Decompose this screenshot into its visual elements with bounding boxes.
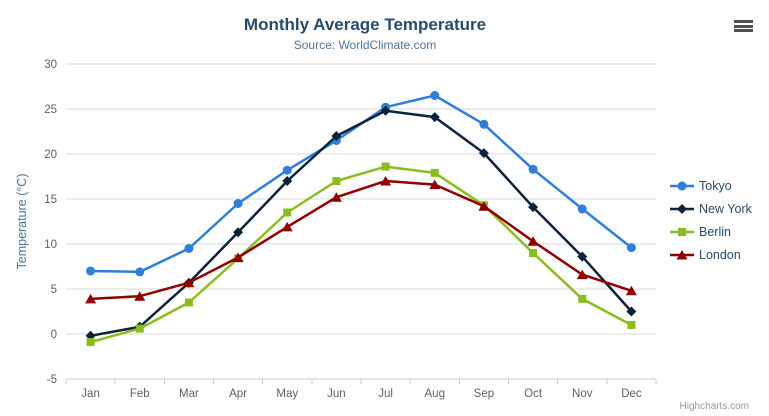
x-axis-tick-label: Feb	[130, 388, 150, 400]
data-point[interactable]	[626, 243, 636, 253]
data-point[interactable]	[184, 298, 193, 307]
x-axis-tick-label: Sep	[474, 388, 494, 400]
data-point[interactable]	[528, 202, 539, 213]
data-point[interactable]	[429, 179, 441, 190]
data-point[interactable]	[233, 199, 243, 208]
series-line	[89, 94, 633, 274]
data-point[interactable]	[429, 112, 440, 123]
data-point[interactable]	[380, 105, 391, 116]
data-point[interactable]	[331, 131, 342, 141]
data-point[interactable]	[576, 269, 588, 280]
y-axis-tick-label: 15	[44, 194, 57, 206]
x-axis-tick-label: May	[276, 388, 298, 400]
x-axis-tick-label: Jan	[81, 388, 100, 400]
x-axis-tick-label: Apr	[229, 388, 247, 400]
x-axis: Jan Feb Mar Apr May Jun Jul Aug Sep Oct Nov Dec	[65, 378, 657, 400]
hamburger-icon	[734, 20, 754, 32]
data-point[interactable]	[184, 244, 194, 253]
data-point[interactable]	[380, 176, 392, 186]
data-point[interactable]	[85, 293, 97, 304]
data-point[interactable]	[282, 176, 293, 186]
legend-item-tokyo[interactable]: Tokyo	[670, 176, 752, 195]
data-point[interactable]	[332, 177, 341, 185]
data-point[interactable]	[625, 285, 637, 296]
x-axis-tick-label: Dec	[621, 388, 642, 400]
data-point[interactable]	[330, 192, 342, 202]
data-point[interactable]	[134, 291, 146, 301]
data-point[interactable]	[529, 249, 538, 257]
x-axis-tick-label: Nov	[572, 388, 593, 400]
x-axis-tick-label: Oct	[524, 388, 543, 400]
legend-label: Berlin	[699, 224, 731, 239]
data-point[interactable]	[232, 252, 244, 263]
data-point[interactable]	[282, 165, 292, 175]
data-point[interactable]	[233, 227, 244, 238]
data-point[interactable]	[577, 251, 588, 262]
y-axis-tick-label: 25	[44, 104, 57, 116]
legend-label: New York	[699, 201, 752, 216]
x-axis-tick-label: Jul	[378, 388, 393, 400]
data-point[interactable]	[183, 277, 195, 288]
export-menu-button[interactable]	[734, 20, 754, 36]
data-point[interactable]	[135, 324, 144, 333]
chart-subtitle: Source: WorldClimate.com	[293, 38, 437, 52]
data-point[interactable]	[86, 266, 96, 276]
legend-label: London	[699, 247, 741, 262]
series-london[interactable]	[85, 176, 637, 304]
x-axis-tick-label: Mar	[179, 388, 199, 400]
data-point[interactable]	[478, 201, 490, 211]
chart-title: Monthly Average Temperature	[243, 15, 487, 34]
data-point[interactable]	[627, 321, 636, 329]
data-point[interactable]	[281, 221, 293, 232]
series-line	[89, 109, 633, 338]
data-point[interactable]	[528, 164, 538, 174]
legend-item-london[interactable]: London	[670, 245, 752, 264]
new-york-marker-icon	[670, 203, 694, 214]
x-axis-tick-label: Jun	[327, 388, 346, 400]
y-grid: -5 0 5 10 15 20 25 30	[44, 59, 656, 386]
data-point[interactable]	[676, 249, 688, 260]
data-point[interactable]	[578, 294, 587, 303]
series-tokyo[interactable]	[86, 91, 636, 277]
legend-label: Tokyo	[699, 178, 732, 193]
london-marker-icon	[670, 249, 694, 260]
y-axis-title: Temperature (°C)	[15, 174, 29, 270]
y-axis-tick-label: 30	[44, 59, 57, 71]
y-axis-tick-label: 0	[51, 329, 57, 341]
data-point[interactable]	[677, 203, 687, 214]
legend-item-new-york[interactable]: New York	[670, 199, 752, 218]
data-point[interactable]	[626, 306, 637, 317]
data-point[interactable]	[283, 208, 292, 217]
y-axis-tick-label: 10	[44, 239, 57, 251]
series-line	[89, 165, 633, 344]
data-point[interactable]	[527, 236, 539, 246]
data-point[interactable]	[381, 162, 390, 171]
series-line	[89, 179, 633, 301]
y-axis-tick-label: -5	[47, 374, 57, 386]
data-point[interactable]	[678, 227, 686, 236]
berlin-marker-icon	[670, 227, 694, 236]
data-point[interactable]	[677, 181, 687, 190]
y-axis-tick-label: 5	[51, 284, 57, 296]
data-point[interactable]	[86, 338, 95, 347]
x-axis-tick-label: Aug	[425, 388, 445, 400]
series-new-york[interactable]	[85, 105, 637, 341]
data-point[interactable]	[479, 119, 489, 129]
highcharts-credits-link[interactable]: Highcharts.com	[679, 401, 749, 412]
legend-item-berlin[interactable]: Berlin	[670, 222, 752, 241]
legend: Tokyo New York Berlin London	[670, 176, 752, 264]
data-point[interactable]	[577, 204, 587, 214]
data-point[interactable]	[430, 168, 439, 177]
tokyo-marker-icon	[670, 181, 694, 190]
data-point[interactable]	[430, 91, 440, 100]
data-point[interactable]	[478, 148, 489, 159]
y-axis-tick-label: 20	[44, 149, 57, 161]
data-point[interactable]	[135, 267, 145, 277]
